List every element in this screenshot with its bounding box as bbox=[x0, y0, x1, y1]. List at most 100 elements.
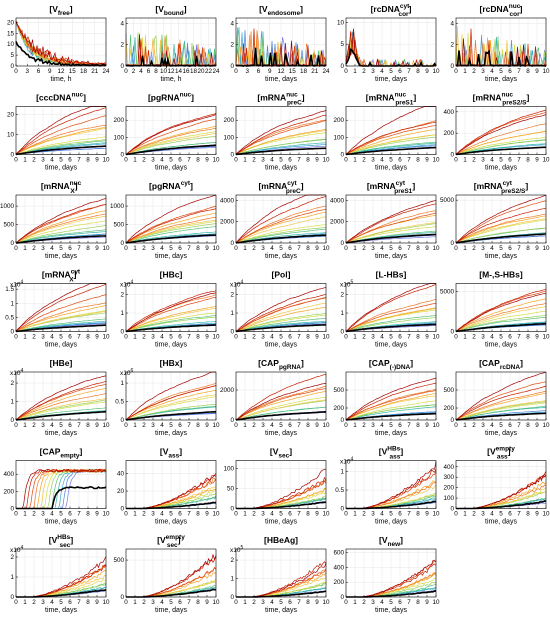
x-tick-label: 9 bbox=[205, 511, 209, 518]
axis-multiplier: x105 bbox=[230, 545, 243, 554]
x-axis-label: time, days bbox=[485, 76, 517, 83]
series-line bbox=[235, 205, 327, 244]
x-tick-label: 9 bbox=[315, 599, 319, 606]
y-tick-label: 0 bbox=[10, 594, 14, 601]
x-tick-label: 4 bbox=[380, 245, 384, 252]
x-tick-label: 0 bbox=[454, 334, 458, 341]
x-tick-label: 10 bbox=[432, 599, 440, 606]
series-line bbox=[125, 231, 216, 244]
x-tick-label: 9 bbox=[425, 422, 429, 429]
x-tick-label: 0 bbox=[14, 511, 18, 518]
series-line bbox=[455, 306, 547, 332]
x-tick-label: 2 bbox=[132, 68, 136, 75]
x-tick-label: 3 bbox=[26, 68, 30, 75]
series-line bbox=[345, 142, 437, 155]
mean-line bbox=[15, 235, 107, 244]
series-line bbox=[15, 318, 107, 332]
y-tick-label: 0 bbox=[450, 329, 454, 336]
panel-title: [mRNAnuc preC] bbox=[257, 92, 304, 107]
x-tick-label: 0 bbox=[124, 245, 128, 252]
series-line bbox=[345, 136, 437, 155]
x-tick-label: 1 bbox=[463, 157, 467, 164]
y-tick-label: 0.5 bbox=[115, 399, 124, 406]
x-tick-label: 9 bbox=[205, 334, 209, 341]
x-tick-label: 3 bbox=[371, 511, 375, 518]
x-tick-label: 9 bbox=[425, 511, 429, 518]
y-tick-label: 2 bbox=[10, 380, 14, 387]
y-tick-label: 0 bbox=[120, 152, 124, 159]
x-tick-label: 3 bbox=[261, 599, 265, 606]
series-line bbox=[15, 229, 107, 244]
y-tick-label: 0 bbox=[340, 63, 344, 70]
series-line bbox=[15, 142, 107, 155]
x-tick-label: 2 bbox=[142, 599, 146, 606]
x-tick-label: 4 bbox=[490, 511, 494, 518]
x-axis-label: time, days bbox=[155, 519, 187, 526]
x-tick-label: 1 bbox=[353, 599, 357, 606]
series-line bbox=[125, 135, 217, 155]
y-tick-label: 4 bbox=[120, 20, 124, 27]
x-tick-label: 8 bbox=[526, 511, 530, 518]
series-line bbox=[455, 392, 547, 421]
x-tick-label: 4 bbox=[160, 599, 164, 606]
panel-title: [pgRNAnuc] bbox=[148, 92, 194, 103]
x-tick-label: 2 bbox=[32, 245, 36, 252]
x-tick-label: 3 bbox=[151, 599, 155, 606]
y-tick-label: 1.5 bbox=[5, 286, 14, 293]
x-tick-label: 10 bbox=[102, 511, 110, 518]
x-tick-label: 6 bbox=[68, 422, 72, 429]
y-tick-label: 400 bbox=[3, 471, 14, 478]
x-tick-label: 9 bbox=[535, 422, 539, 429]
x-tick-label: 4 bbox=[270, 245, 274, 252]
x-axis-label: time, days bbox=[375, 253, 407, 260]
x-axis-label: time, days bbox=[485, 342, 517, 349]
x-tick-label: 7 bbox=[297, 157, 301, 164]
x-tick-label: 3 bbox=[371, 334, 375, 341]
y-tick-label: 500 bbox=[3, 222, 14, 229]
y-tick-label: 1 bbox=[230, 576, 234, 583]
series-line bbox=[235, 388, 327, 421]
series-line bbox=[15, 398, 107, 421]
series-line bbox=[15, 381, 107, 421]
x-axis-label: time, days bbox=[45, 253, 77, 260]
x-tick-label: 3 bbox=[151, 334, 155, 341]
x-tick-label: 0 bbox=[14, 68, 18, 75]
x-tick-label: 8 bbox=[416, 599, 420, 606]
series-line bbox=[345, 199, 437, 244]
x-tick-label: 5 bbox=[169, 157, 173, 164]
y-tick-label: 0 bbox=[340, 152, 344, 159]
x-tick-label: 1 bbox=[23, 157, 27, 164]
x-tick-label: 6 bbox=[508, 157, 512, 164]
x-tick-label: 10 bbox=[212, 157, 220, 164]
x-tick-label: 6 bbox=[147, 68, 151, 75]
x-tick-label: 2 bbox=[252, 245, 256, 252]
panel-title: [HBc] bbox=[160, 270, 183, 280]
y-tick-label: 0 bbox=[230, 594, 234, 601]
series-line bbox=[455, 131, 547, 155]
panel-title: [pgRNAcyt] bbox=[149, 180, 193, 191]
chart-panel: [Vempty ass]0 1 2 3 4 5 6 7 8 9 100100200300400time… bbox=[443, 446, 550, 526]
x-tick-label: 0 bbox=[124, 422, 128, 429]
x-tick-label: 12 bbox=[167, 68, 175, 75]
y-tick-label: 5000 bbox=[440, 197, 455, 204]
x-tick-label: 4 bbox=[50, 599, 54, 606]
x-tick-label: 4 bbox=[160, 334, 164, 341]
x-tick-label: 6 bbox=[508, 245, 512, 252]
series-line bbox=[455, 315, 547, 332]
x-tick-label: 0 bbox=[124, 157, 128, 164]
series-line bbox=[235, 209, 327, 244]
series-line bbox=[235, 227, 327, 244]
axis-multiplier: x104 bbox=[10, 280, 23, 289]
y-tick-label: 200 bbox=[113, 117, 124, 124]
panel-title: [mRNAcyt preC] bbox=[258, 180, 303, 195]
x-tick-label: 8 bbox=[86, 422, 90, 429]
series-line bbox=[455, 391, 547, 421]
y-tick-label: 0 bbox=[120, 63, 124, 70]
y-tick-label: 2 bbox=[230, 557, 234, 564]
series-line bbox=[235, 297, 327, 332]
series-line bbox=[345, 212, 437, 244]
x-tick-label: 4 bbox=[160, 511, 164, 518]
